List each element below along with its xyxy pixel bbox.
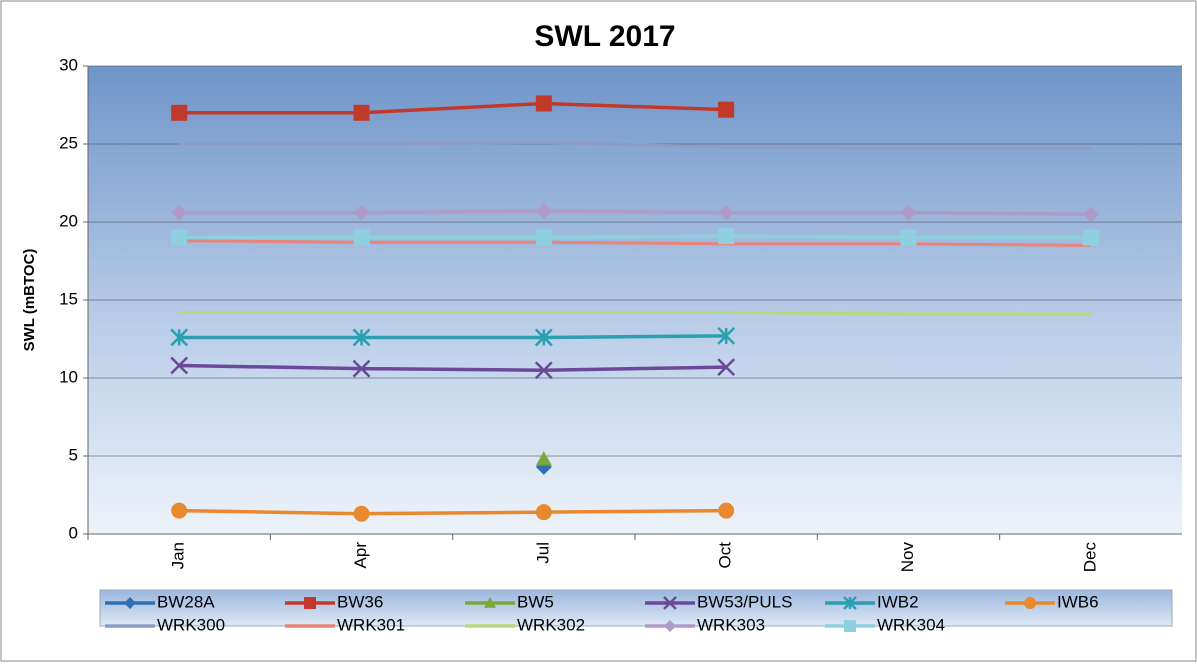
data-point [534, 328, 553, 347]
data-point [717, 358, 736, 376]
data-point [535, 451, 552, 466]
legend-label: IWB6 [1057, 592, 1099, 611]
y-tick-label: 15 [59, 289, 78, 308]
x-tick-label: Jul [533, 542, 552, 564]
legend-label: IWB2 [877, 592, 919, 611]
data-point [718, 502, 735, 519]
data-point [352, 359, 371, 378]
data-point [1082, 206, 1099, 223]
x-tick-label: Jan [169, 542, 188, 569]
legend-label: WRK304 [877, 615, 945, 634]
data-point [170, 356, 189, 375]
series-line [179, 209, 1091, 216]
y-tick-label: 20 [59, 211, 78, 230]
data-point [718, 204, 735, 221]
data-point [353, 204, 370, 221]
y-tick-label: 5 [69, 445, 78, 464]
data-point [171, 502, 188, 519]
data-point [353, 505, 370, 522]
series-line [179, 101, 727, 115]
legend-label: WRK300 [157, 615, 225, 634]
legend-marker [663, 596, 677, 610]
series-line [179, 239, 1091, 247]
y-tick-label: 30 [59, 55, 78, 74]
data-point [535, 95, 552, 112]
series-line [179, 508, 727, 516]
data-point [171, 104, 188, 121]
data-point [718, 228, 735, 245]
data-point [1082, 229, 1099, 246]
data-point [900, 229, 917, 246]
legend-marker [664, 620, 676, 632]
legend-marker [843, 596, 857, 610]
data-point [171, 229, 188, 246]
data-point [900, 204, 917, 221]
data-point [535, 203, 552, 220]
data-point [353, 229, 370, 246]
data-point [170, 328, 189, 347]
series-line [179, 334, 727, 340]
series-line [179, 234, 1091, 240]
data-point [534, 361, 553, 380]
legend-marker [1024, 597, 1036, 609]
x-tick-label: Dec [1080, 542, 1099, 573]
legend-box [99, 589, 1173, 627]
legend-label: WRK301 [337, 615, 405, 634]
legend-label: BW53/PULS [697, 592, 792, 611]
data-point [535, 229, 552, 246]
data-point [171, 204, 188, 221]
legend-label: BW36 [337, 592, 383, 611]
legend-label: WRK302 [517, 615, 585, 634]
data-point [718, 101, 735, 118]
legend-marker [844, 620, 856, 632]
y-axis-label: SWL (mBTOC) [21, 249, 38, 352]
series-line [179, 140, 1091, 151]
data-point [717, 326, 736, 345]
legend-label: BW5 [517, 592, 554, 611]
y-tick-label: 0 [69, 523, 78, 542]
y-tick-label: 10 [59, 367, 78, 386]
legend-label: WRK303 [697, 615, 765, 634]
data-point [535, 504, 552, 521]
legend-marker [124, 597, 136, 609]
chart-title: SWL 2017 [534, 20, 675, 53]
series-line [179, 363, 727, 372]
y-tick-label: 25 [59, 133, 78, 152]
data-point [352, 328, 371, 347]
x-tick-label: Apr [351, 542, 370, 569]
data-point [353, 104, 370, 121]
legend-marker [304, 597, 316, 609]
x-tick-label: Oct [716, 542, 735, 569]
series-line [179, 310, 1091, 316]
legend-label: BW28A [157, 592, 215, 611]
x-tick-label: Nov [898, 542, 917, 573]
legend-marker [484, 597, 496, 608]
